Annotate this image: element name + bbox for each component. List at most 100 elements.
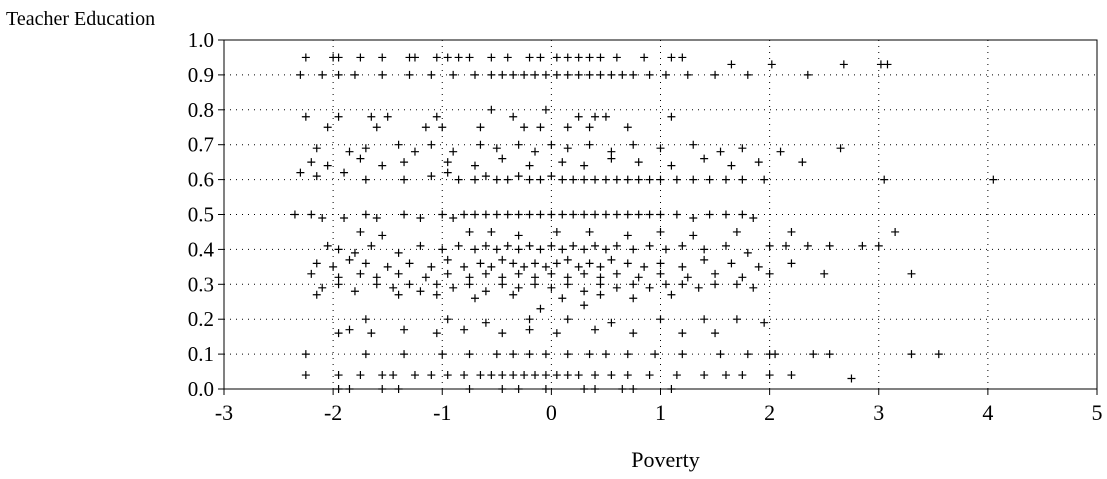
- data-point: [547, 283, 556, 292]
- data-point: [727, 60, 736, 69]
- data-point: [612, 283, 621, 292]
- data-point: [607, 255, 616, 264]
- data-point: [760, 175, 769, 184]
- data-point: [754, 158, 763, 167]
- data-point: [721, 210, 730, 219]
- data-point: [345, 255, 354, 264]
- data-point: [492, 144, 501, 153]
- data-point: [787, 371, 796, 380]
- data-point: [645, 283, 654, 292]
- data-point: [307, 210, 316, 219]
- data-point: [907, 269, 916, 278]
- data-point: [334, 371, 343, 380]
- data-point: [290, 210, 299, 219]
- data-point: [498, 329, 507, 338]
- data-point: [470, 70, 479, 79]
- data-point: [318, 283, 327, 292]
- data-point: [334, 280, 343, 289]
- data-point: [716, 350, 725, 359]
- data-point: [591, 210, 600, 219]
- data-point: [656, 144, 665, 153]
- data-point: [427, 172, 436, 181]
- data-point: [470, 210, 479, 219]
- data-point: [760, 318, 769, 327]
- data-point: [640, 262, 649, 271]
- data-point: [438, 350, 447, 359]
- data-point: [803, 241, 812, 250]
- data-point: [487, 371, 496, 380]
- data-point: [329, 262, 338, 271]
- data-point: [481, 210, 490, 219]
- data-point: [612, 269, 621, 278]
- data-point: [498, 371, 507, 380]
- data-point: [334, 70, 343, 79]
- data-point: [661, 245, 670, 254]
- data-point: [427, 70, 436, 79]
- data-point: [492, 175, 501, 184]
- data-point: [601, 350, 610, 359]
- data-point: [580, 210, 589, 219]
- data-point: [531, 371, 540, 380]
- data-point: [607, 318, 616, 327]
- data-point: [847, 374, 856, 383]
- data-point: [481, 318, 490, 327]
- data-point: [787, 227, 796, 236]
- data-point: [520, 262, 529, 271]
- data-point: [323, 123, 332, 132]
- data-point: [585, 70, 594, 79]
- data-point: [689, 175, 698, 184]
- data-point: [645, 371, 654, 380]
- data-point: [601, 175, 610, 184]
- data-point: [563, 53, 572, 62]
- data-point: [400, 350, 409, 359]
- data-point: [711, 70, 720, 79]
- data-point: [312, 144, 321, 153]
- data-point: [700, 255, 709, 264]
- data-point: [460, 262, 469, 271]
- data-point: [323, 161, 332, 170]
- data-point: [520, 123, 529, 132]
- data-point: [563, 280, 572, 289]
- y-tick-label: 0.7: [188, 133, 214, 157]
- data-point: [361, 175, 370, 184]
- x-tick-label: 4: [982, 400, 993, 425]
- data-point: [629, 294, 638, 303]
- data-point: [558, 294, 567, 303]
- data-point: [400, 175, 409, 184]
- data-point: [481, 172, 490, 181]
- data-point: [689, 231, 698, 240]
- data-point: [705, 210, 714, 219]
- data-point: [301, 53, 310, 62]
- data-point: [318, 70, 327, 79]
- data-point: [514, 245, 523, 254]
- data-point: [623, 371, 632, 380]
- data-point: [394, 140, 403, 149]
- data-point: [525, 241, 534, 250]
- data-point: [754, 262, 763, 271]
- data-point: [552, 329, 561, 338]
- y-tick-label: 0.1: [188, 342, 214, 366]
- data-point: [656, 227, 665, 236]
- data-point: [585, 350, 594, 359]
- data-point: [361, 315, 370, 324]
- data-point: [738, 144, 747, 153]
- data-point: [711, 329, 720, 338]
- data-point: [307, 158, 316, 167]
- data-point: [591, 112, 600, 121]
- y-tick-label: 0.9: [188, 63, 214, 87]
- data-point: [389, 283, 398, 292]
- data-point: [907, 350, 916, 359]
- data-point: [443, 255, 452, 264]
- data-point: [883, 60, 892, 69]
- data-point: [705, 175, 714, 184]
- data-point: [580, 269, 589, 278]
- data-point: [438, 245, 447, 254]
- data-point: [498, 70, 507, 79]
- data-point: [585, 259, 594, 268]
- data-point: [934, 350, 943, 359]
- data-point: [350, 70, 359, 79]
- data-point: [432, 280, 441, 289]
- data-point: [454, 53, 463, 62]
- data-point: [678, 329, 687, 338]
- data-point: [449, 213, 458, 222]
